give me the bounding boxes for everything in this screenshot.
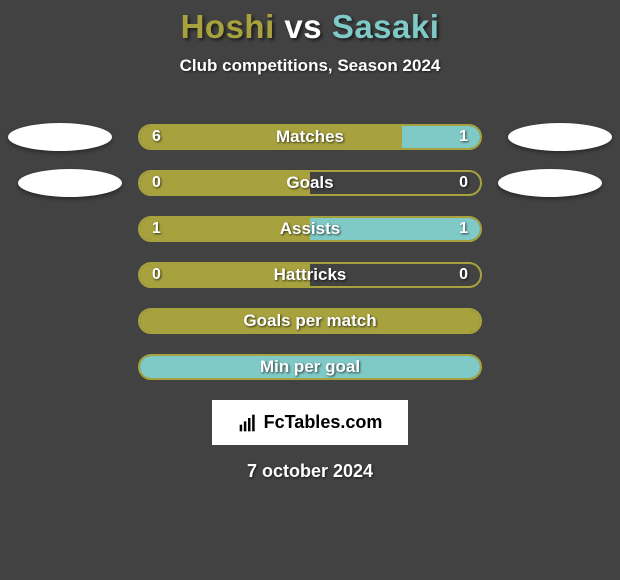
stat-bar-left [140,172,310,194]
stat-row: Hattricks00 [0,252,620,298]
page-title: Hoshi vs Sasaki [0,0,620,46]
stat-bar: Min per goal [138,354,482,380]
stat-value-left: 6 [152,128,161,146]
stat-row: Assists11 [0,206,620,252]
date-label: 7 october 2024 [0,461,620,482]
stat-bar-left [140,126,402,148]
player-right-icon [508,123,612,151]
stat-bar: Assists11 [138,216,482,242]
stat-bar: Goals per match [138,308,482,334]
stat-bar-right [402,126,480,148]
player-right-icon [498,169,602,197]
title-player2: Sasaki [332,8,440,45]
title-player1: Hoshi [181,8,275,45]
stat-value-right: 1 [459,128,468,146]
stat-value-left: 0 [152,174,161,192]
stat-value-right: 0 [459,174,468,192]
comparison-chart: Matches61Goals00Assists11Hattricks00Goal… [0,114,620,390]
subtitle: Club competitions, Season 2024 [0,56,620,76]
stat-bar-left [140,310,480,332]
title-vs: vs [284,8,322,45]
stat-bar-right [140,356,480,378]
stat-value-right: 1 [459,220,468,238]
chart-logo-icon [238,413,258,433]
stat-row: Min per goal [0,344,620,390]
stat-bar-left [140,218,310,240]
watermark-badge: FcTables.com [212,400,408,445]
stat-value-left: 1 [152,220,161,238]
stat-bar: Hattricks00 [138,262,482,288]
stat-bar-left [140,264,310,286]
stat-value-right: 0 [459,266,468,284]
stat-row: Goals per match [0,298,620,344]
player-left-icon [8,123,112,151]
stat-bar-right [310,218,480,240]
watermark-text: FcTables.com [264,412,383,433]
stat-bar: Matches61 [138,124,482,150]
stat-value-left: 0 [152,266,161,284]
stat-bar: Goals00 [138,170,482,196]
player-left-icon [18,169,122,197]
